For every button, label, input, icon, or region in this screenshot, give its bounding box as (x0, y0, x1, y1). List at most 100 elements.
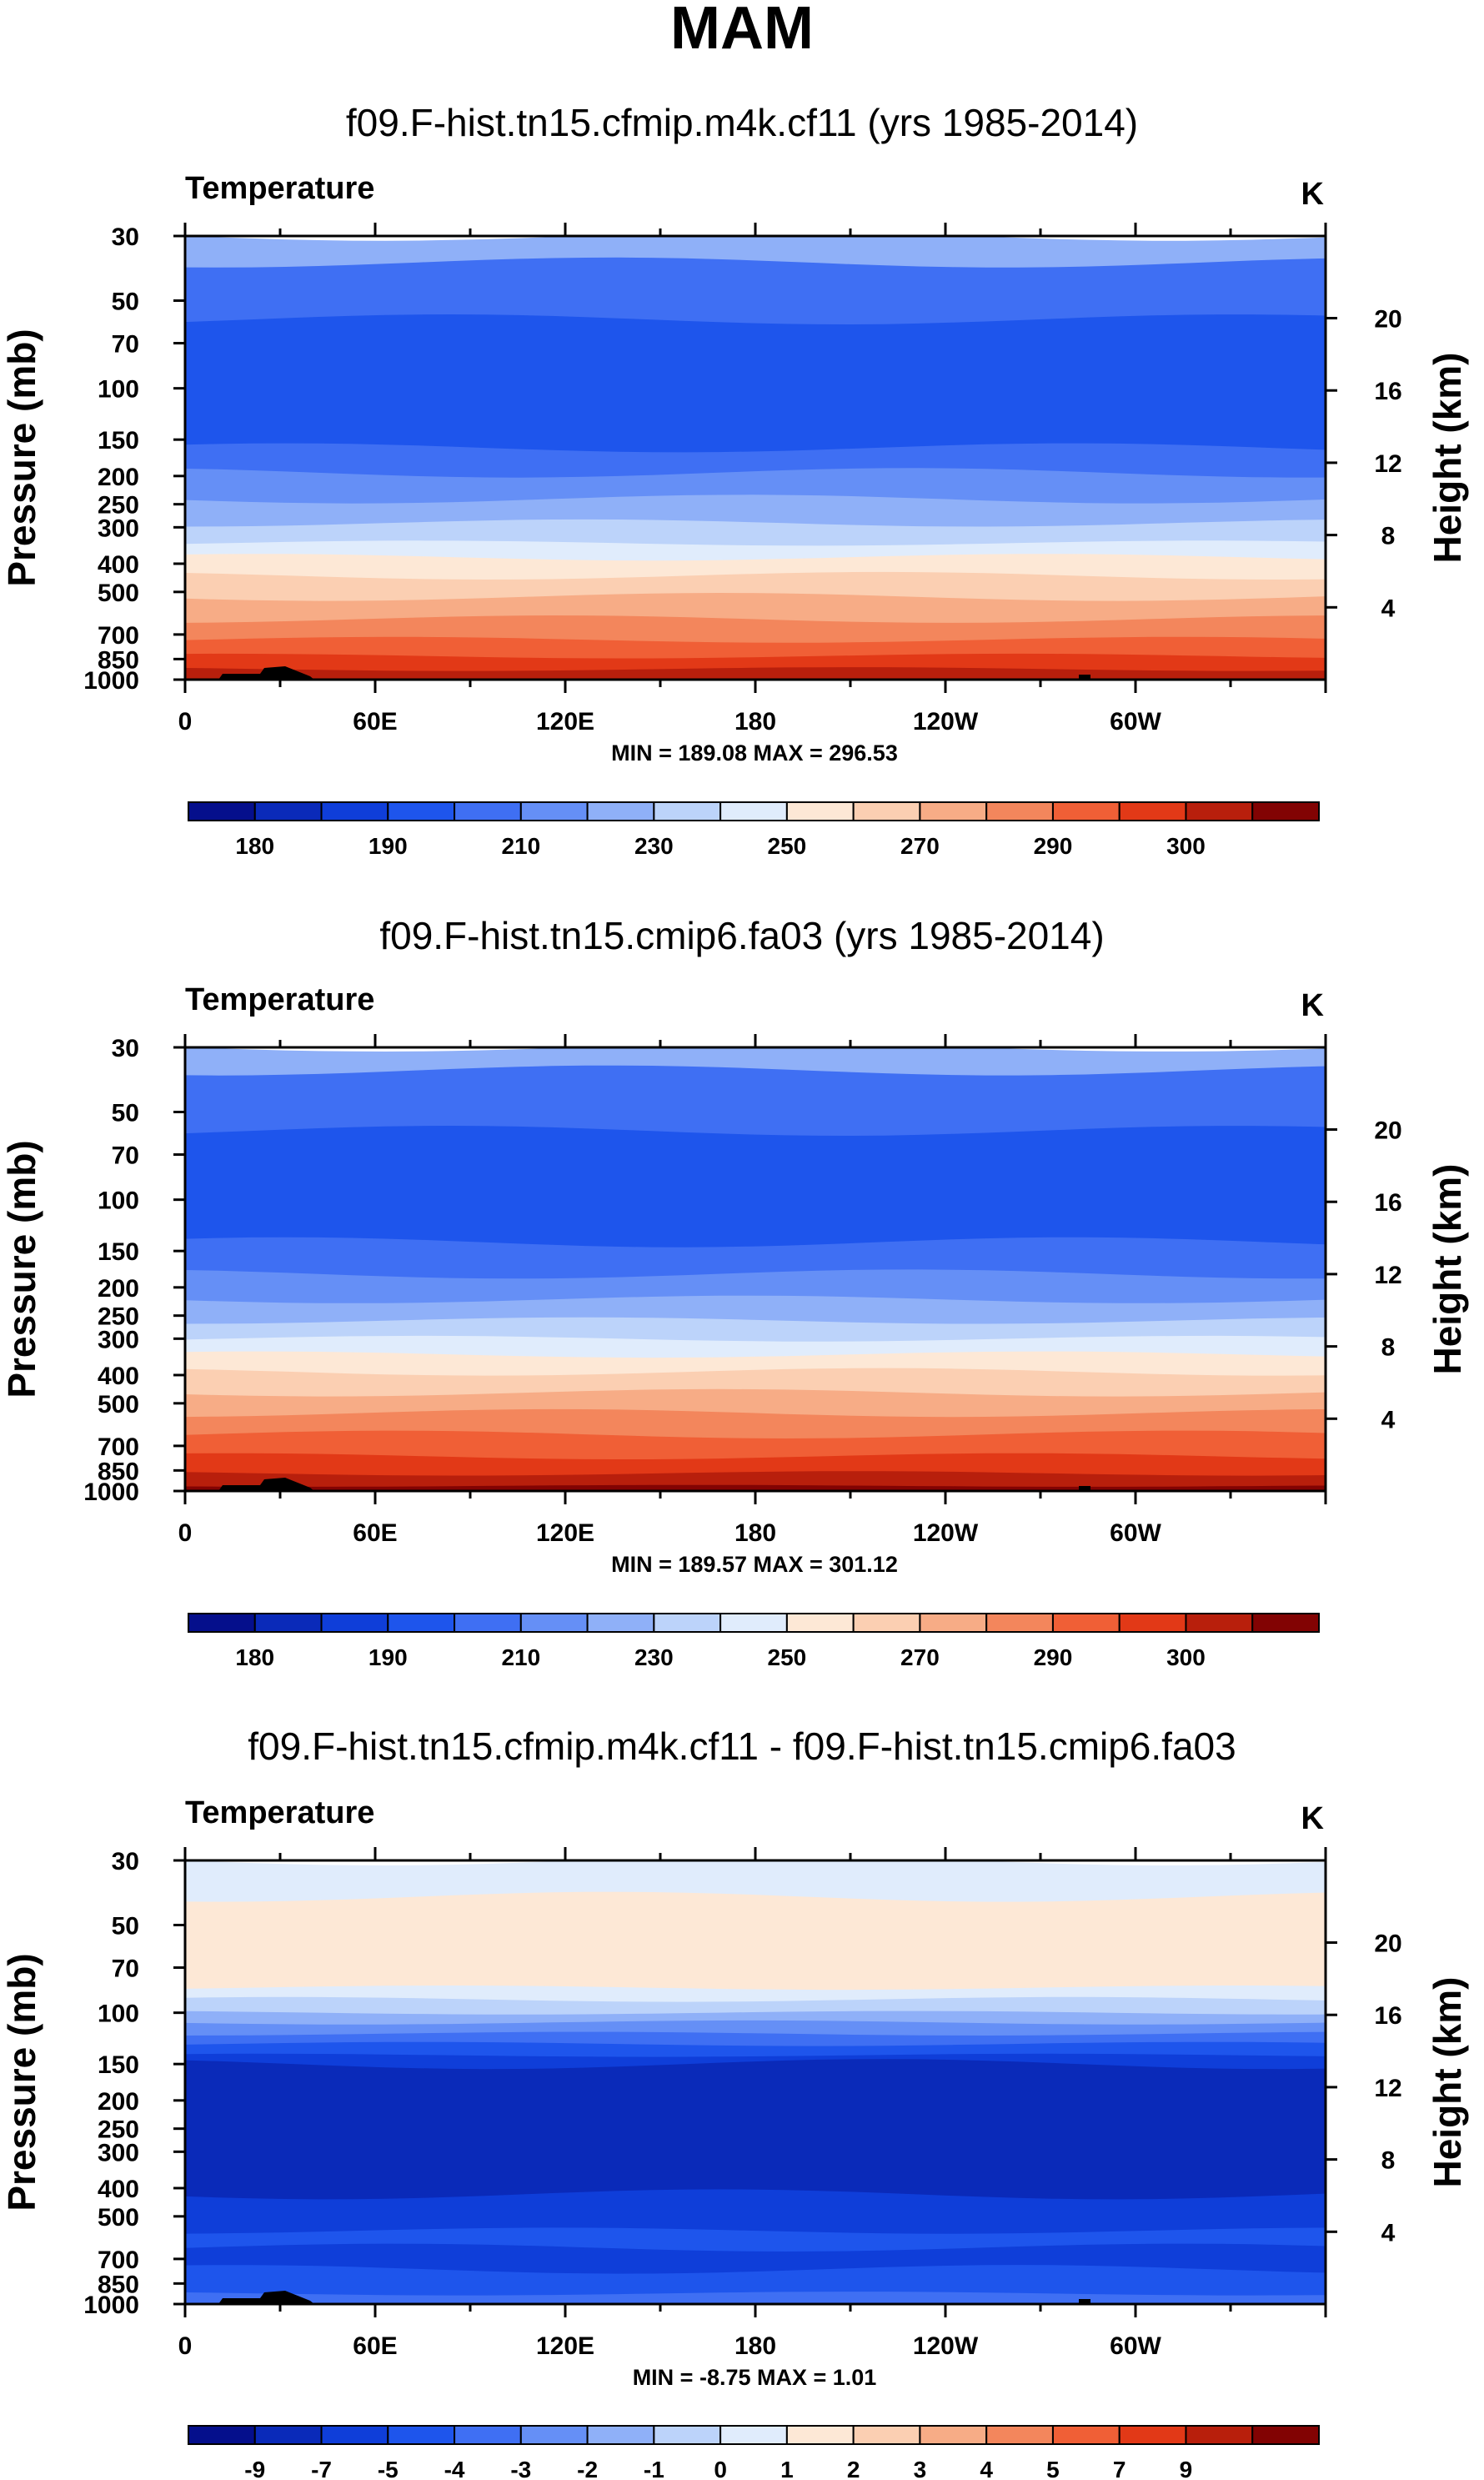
pressure-tick-label: 30 (112, 223, 139, 251)
variable-label: Temperature (185, 1795, 374, 1830)
pressure-tick-label: 200 (98, 1275, 139, 1303)
colorbar-label: 1 (780, 2457, 794, 2480)
colorbar-box (985, 801, 1054, 821)
colorbar-box (985, 1613, 1054, 1633)
colorbar-box (253, 1613, 323, 1633)
height-tick-label: 20 (1374, 306, 1401, 334)
colorbar-box (253, 801, 323, 821)
pressure-tick-label: 500 (98, 580, 139, 607)
lon-tick-label: 120W (913, 708, 979, 735)
colorbar-label: 270 (900, 833, 940, 859)
colorbar-label: 250 (768, 1644, 807, 1670)
pressure-tick-label: 300 (98, 2139, 139, 2166)
panel-title: f09.F-hist.tn15.cmip6.fa03 (yrs 1985-201… (379, 914, 1104, 957)
colorbar-label: 2 (847, 2457, 860, 2480)
lon-tick-label: 0 (178, 2332, 193, 2360)
pressure-tick-label: 150 (98, 427, 139, 454)
colorbar-box (253, 2425, 323, 2445)
height-tick-label: 20 (1374, 1117, 1401, 1145)
colorbar-box (519, 1613, 589, 1633)
variable-label: Temperature (185, 171, 374, 206)
lon-tick-label: 120E (536, 1519, 594, 1547)
contour-bands (185, 1047, 1326, 1491)
colorbar-label: 290 (1034, 1644, 1073, 1670)
colorbar-box (653, 2425, 722, 2445)
height-tick-label: 16 (1374, 1189, 1401, 1217)
variable-label: Temperature (185, 982, 374, 1017)
height-tick-label: 4 (1381, 2219, 1396, 2247)
colorbar-label: 210 (501, 833, 540, 859)
colorbar-box (387, 801, 456, 821)
y-axis-title-right: Height (km) (1426, 353, 1469, 564)
colorbar-box (519, 801, 589, 821)
lon-tick-label: 120E (536, 2332, 594, 2360)
pressure-tick-label: 700 (98, 622, 139, 650)
colorbar-label: 290 (1034, 833, 1073, 859)
topography (1079, 1486, 1090, 1491)
y-axis-title-right: Height (km) (1426, 1164, 1469, 1375)
colorbar-box (852, 1613, 921, 1633)
colorbar-box (586, 1613, 655, 1633)
y-axis-title: Pressure (mb) (0, 329, 43, 586)
pressure-tick-label: 100 (98, 1187, 139, 1215)
colorbar-box (454, 801, 522, 821)
lon-tick-label: 60E (353, 708, 397, 735)
pressure-tick-label: 150 (98, 1238, 139, 1266)
lon-tick-label: 60E (353, 1519, 397, 1547)
colorbar-label: 5 (1046, 2457, 1060, 2480)
pressure-tick-label: 400 (98, 551, 139, 579)
colorbar-box (919, 1613, 988, 1633)
colorbar-box (188, 801, 256, 821)
lon-tick-label: 0 (178, 1519, 193, 1547)
colorbar-box (785, 801, 855, 821)
colorbar-box (1118, 1613, 1187, 1633)
colorbar-box (919, 2425, 988, 2445)
y-axis-title: Pressure (mb) (0, 1953, 43, 2211)
colorbar-box (1051, 1613, 1121, 1633)
colorbar-label: -2 (577, 2457, 598, 2480)
pressure-tick-label: 850 (98, 2271, 139, 2298)
pressure-tick-label: 850 (98, 646, 139, 674)
stats-label: MIN = 189.57 MAX = 301.12 (611, 1552, 898, 1577)
colorbar-box (653, 801, 722, 821)
pressure-tick-label: 1000 (83, 667, 139, 695)
units-label: K (1301, 988, 1325, 1023)
height-tick-label: 4 (1381, 1406, 1396, 1433)
colorbar-box (852, 2425, 921, 2445)
lon-tick-label: 180 (734, 1519, 776, 1547)
pressure-tick-label: 200 (98, 2088, 139, 2116)
topography (1079, 2299, 1090, 2304)
lon-tick-label: 60W (1110, 2332, 1161, 2360)
height-tick-label: 20 (1374, 1930, 1401, 1958)
height-tick-label: 8 (1381, 2147, 1396, 2175)
pressure-tick-label: 50 (112, 1100, 139, 1127)
contour-band (185, 1484, 1326, 1491)
colorbar-label: 3 (914, 2457, 927, 2480)
height-tick-label: 8 (1381, 523, 1396, 550)
lon-tick-label: 180 (734, 708, 776, 735)
pressure-tick-label: 1000 (83, 2292, 139, 2319)
colorbar-label: 9 (1180, 2457, 1193, 2480)
colorbar-box (1118, 2425, 1187, 2445)
colorbar-label: 300 (1166, 1644, 1206, 1670)
lon-tick-label: 0 (178, 708, 193, 735)
colorbar-label: -1 (644, 2457, 664, 2480)
pressure-tick-label: 50 (112, 1913, 139, 1940)
colorbar-label: -7 (311, 2457, 332, 2480)
pressure-tick-label: 700 (98, 1433, 139, 1461)
topography (218, 666, 314, 680)
colorbar-box (586, 801, 655, 821)
pressure-tick-label: 500 (98, 2204, 139, 2231)
colorbar-label: 230 (634, 833, 674, 859)
colorbar-box (454, 1613, 522, 1633)
colorbar-box (320, 1613, 389, 1633)
colorbar-box (852, 801, 921, 821)
height-tick-label: 12 (1374, 1262, 1401, 1289)
pressure-tick-label: 70 (112, 331, 139, 359)
lon-tick-label: 120W (913, 1519, 979, 1547)
colorbar-box (1185, 801, 1254, 821)
panel-2: f09.F-hist.tn15.cmip6.fa03 (yrs 1985-201… (0, 914, 1469, 1670)
contour-band (185, 667, 1326, 680)
colorbar-box (1185, 1613, 1254, 1633)
